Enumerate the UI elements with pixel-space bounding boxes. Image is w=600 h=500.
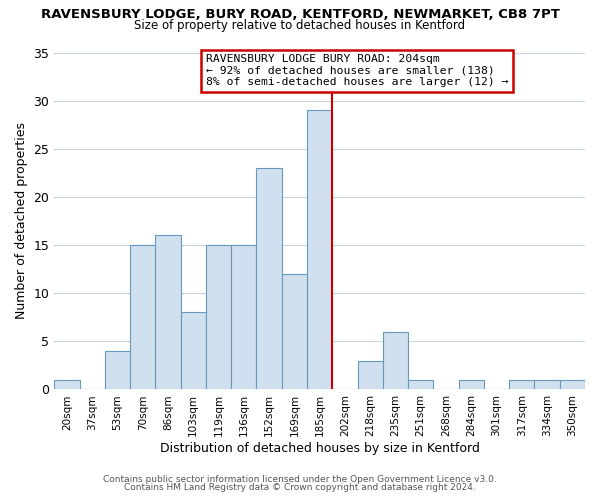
Y-axis label: Number of detached properties: Number of detached properties — [15, 122, 28, 320]
Text: RAVENSBURY LODGE BURY ROAD: 204sqm
← 92% of detached houses are smaller (138)
8%: RAVENSBURY LODGE BURY ROAD: 204sqm ← 92%… — [206, 54, 508, 88]
Bar — [155, 236, 181, 390]
Bar — [231, 245, 256, 390]
Bar — [181, 312, 206, 390]
Bar — [105, 351, 130, 390]
X-axis label: Distribution of detached houses by size in Kentford: Distribution of detached houses by size … — [160, 442, 479, 455]
Text: Contains HM Land Registry data © Crown copyright and database right 2024.: Contains HM Land Registry data © Crown c… — [124, 484, 476, 492]
Text: Size of property relative to detached houses in Kentford: Size of property relative to detached ho… — [134, 18, 466, 32]
Text: RAVENSBURY LODGE, BURY ROAD, KENTFORD, NEWMARKET, CB8 7PT: RAVENSBURY LODGE, BURY ROAD, KENTFORD, N… — [41, 8, 559, 20]
Bar — [535, 380, 560, 390]
Text: Contains public sector information licensed under the Open Government Licence v3: Contains public sector information licen… — [103, 474, 497, 484]
Bar — [256, 168, 282, 390]
Bar — [383, 332, 408, 390]
Bar — [509, 380, 535, 390]
Bar — [458, 380, 484, 390]
Bar — [408, 380, 433, 390]
Bar — [358, 360, 383, 390]
Bar — [307, 110, 332, 390]
Bar — [206, 245, 231, 390]
Bar — [130, 245, 155, 390]
Bar — [282, 274, 307, 390]
Bar — [560, 380, 585, 390]
Bar — [54, 380, 80, 390]
